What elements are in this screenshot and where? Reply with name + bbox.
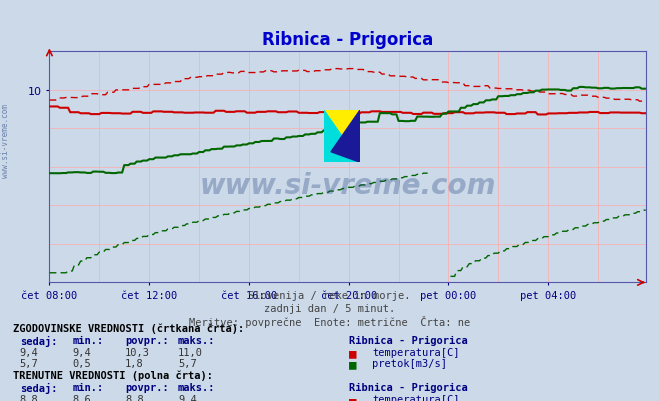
Text: sedaj:: sedaj: <box>20 335 57 346</box>
Text: ZGODOVINSKE VREDNOSTI (črtkana črta):: ZGODOVINSKE VREDNOSTI (črtkana črta): <box>13 323 244 333</box>
Text: ■: ■ <box>349 347 357 360</box>
Text: pretok[m3/s]: pretok[m3/s] <box>372 358 447 368</box>
Text: maks.:: maks.: <box>178 335 215 345</box>
Text: temperatura[C]: temperatura[C] <box>372 394 460 401</box>
Text: maks.:: maks.: <box>178 382 215 392</box>
Text: Slovenija / reke in morje.: Slovenija / reke in morje. <box>248 291 411 301</box>
Text: 8,8: 8,8 <box>20 394 38 401</box>
Text: Meritve: povprečne  Enote: metrične  Črta: ne: Meritve: povprečne Enote: metrične Črta:… <box>189 315 470 327</box>
Text: 11,0: 11,0 <box>178 347 203 357</box>
Text: 5,7: 5,7 <box>20 358 38 368</box>
Text: Ribnica - Prigorica: Ribnica - Prigorica <box>349 382 468 392</box>
Text: Ribnica - Prigorica: Ribnica - Prigorica <box>349 335 468 345</box>
Text: www.si-vreme.com: www.si-vreme.com <box>200 172 496 200</box>
Text: zadnji dan / 5 minut.: zadnji dan / 5 minut. <box>264 303 395 313</box>
Polygon shape <box>324 111 360 163</box>
Text: min.:: min.: <box>72 382 103 392</box>
Text: 0,5: 0,5 <box>72 358 91 368</box>
Text: povpr.:: povpr.: <box>125 382 169 392</box>
Text: 9,4: 9,4 <box>20 347 38 357</box>
Text: povpr.:: povpr.: <box>125 335 169 345</box>
Text: 10,3: 10,3 <box>125 347 150 357</box>
Text: sedaj:: sedaj: <box>20 382 57 393</box>
Text: 9,4: 9,4 <box>72 347 91 357</box>
Text: 8,6: 8,6 <box>72 394 91 401</box>
Text: ■: ■ <box>349 394 357 401</box>
Text: 1,8: 1,8 <box>125 358 144 368</box>
Polygon shape <box>324 111 360 163</box>
Polygon shape <box>331 111 360 163</box>
Text: TRENUTNE VREDNOSTI (polna črta):: TRENUTNE VREDNOSTI (polna črta): <box>13 370 213 380</box>
Title: Ribnica - Prigorica: Ribnica - Prigorica <box>262 31 433 49</box>
Text: www.si-vreme.com: www.si-vreme.com <box>1 103 10 177</box>
Text: temperatura[C]: temperatura[C] <box>372 347 460 357</box>
Text: 5,7: 5,7 <box>178 358 196 368</box>
Text: 9,4: 9,4 <box>178 394 196 401</box>
Text: min.:: min.: <box>72 335 103 345</box>
Text: ■: ■ <box>349 358 357 371</box>
Text: 8,8: 8,8 <box>125 394 144 401</box>
